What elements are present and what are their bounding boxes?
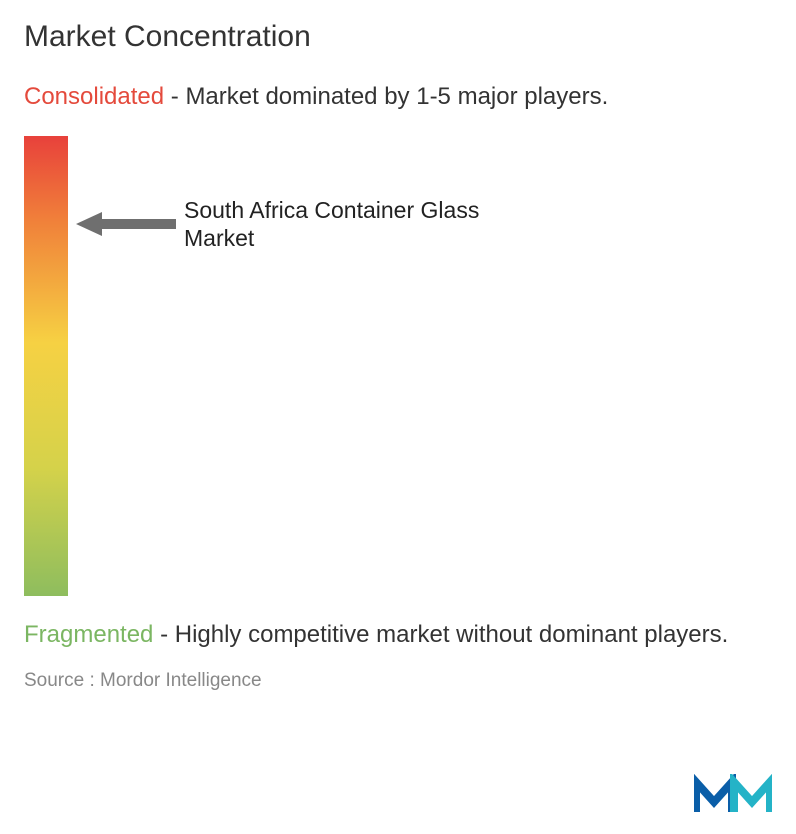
legend-consolidated: Consolidated - Market dominated by 1-5 m…	[24, 82, 772, 112]
legend-fragmented-keyword: Fragmented	[24, 621, 153, 648]
page-title: Market Concentration	[24, 20, 772, 54]
gradient-bar	[24, 136, 68, 596]
marker-label: South Africa Container Glass Market	[184, 196, 484, 254]
mordor-logo-icon	[694, 774, 772, 814]
source-attribution: Source : Mordor Intelligence	[24, 670, 772, 692]
arrow-left-icon	[76, 210, 176, 238]
legend-consolidated-keyword: Consolidated	[24, 83, 164, 110]
market-position-marker: South Africa Container Glass Market	[76, 196, 484, 254]
legend-fragmented-desc: - Highly competitive market without domi…	[153, 621, 728, 648]
concentration-chart: South Africa Container Glass Market	[24, 136, 772, 596]
legend-consolidated-desc: - Market dominated by 1-5 major players.	[164, 83, 608, 110]
legend-fragmented: Fragmented - Highly competitive market w…	[24, 620, 772, 650]
